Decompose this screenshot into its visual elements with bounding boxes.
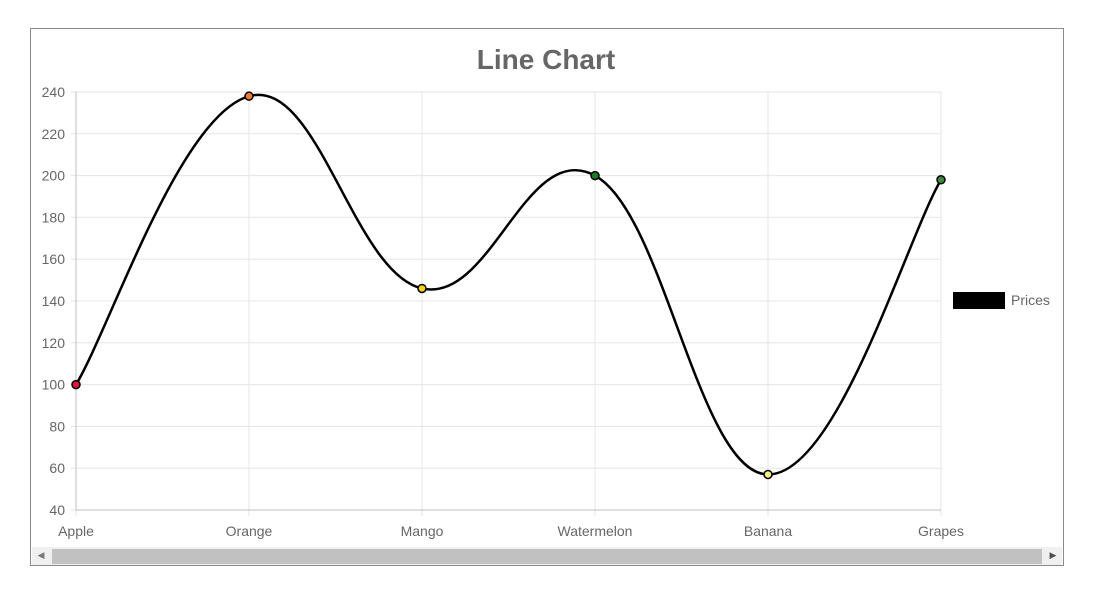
y-tick-label: 40 (49, 502, 65, 518)
x-tick-label: Watermelon (558, 523, 633, 539)
x-tick-label: Apple (58, 523, 94, 539)
y-tick-label: 200 (42, 168, 66, 184)
y-tick-label: 240 (42, 84, 66, 100)
data-point-apple[interactable] (71, 379, 81, 390)
data-point-mango[interactable] (417, 283, 427, 294)
series-line (74, 93, 943, 476)
y-tick-label: 140 (42, 293, 66, 309)
x-tick-label: Banana (744, 523, 792, 539)
chart-title: Line Chart (477, 44, 615, 75)
series-prices (71, 91, 946, 480)
data-point-watermelon[interactable] (590, 170, 600, 181)
scroll-right-icon[interactable]: ▶ (1049, 550, 1057, 561)
grid-lines (75, 91, 942, 516)
scrollbar-thumb[interactable] (52, 549, 1042, 564)
x-tick-label: Orange (226, 523, 273, 539)
line-chart: 40 60 80 100 120 140 160 180 200 220 240 Apple Orang… (42, 44, 1050, 539)
y-tick-label: 100 (42, 377, 66, 393)
data-point-orange[interactable] (244, 91, 254, 101)
y-tick-label: 160 (42, 251, 66, 267)
legend[interactable]: Prices (953, 292, 1050, 309)
horizontal-scrollbar[interactable]: ◀ ▶ (32, 547, 1062, 565)
scroll-left-icon[interactable]: ◀ (37, 550, 45, 561)
y-tick-label: 220 (42, 126, 66, 142)
y-tick-label: 180 (42, 209, 66, 225)
axes: 40 60 80 100 120 140 160 180 200 220 240 Apple Orang… (42, 84, 964, 539)
data-point-banana[interactable] (763, 469, 773, 480)
legend-swatch-prices (953, 292, 1005, 309)
x-tick-label: Mango (401, 523, 444, 539)
legend-label-prices: Prices (1011, 292, 1050, 308)
chart-panel: 40 60 80 100 120 140 160 180 200 220 240 Apple Orang… (30, 28, 1064, 566)
y-tick-label: 60 (49, 460, 65, 476)
x-tick-label: Grapes (918, 523, 964, 539)
data-point-grapes[interactable] (936, 175, 946, 185)
y-tick-label: 80 (49, 418, 65, 434)
y-tick-label: 120 (42, 335, 66, 351)
